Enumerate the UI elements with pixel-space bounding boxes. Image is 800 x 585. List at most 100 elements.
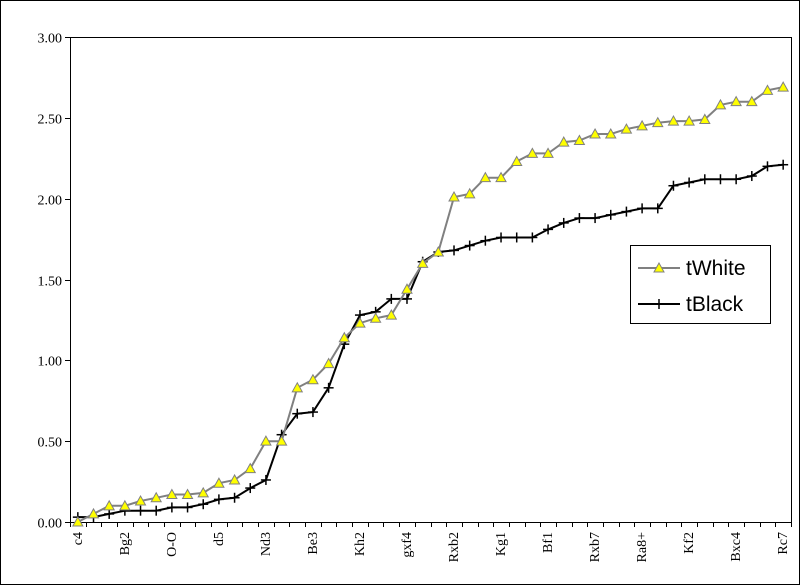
data-point — [745, 95, 758, 107]
data-point — [543, 224, 554, 235]
data-point — [654, 299, 664, 309]
data-point — [416, 257, 429, 268]
x-tick-label: Be3 — [306, 532, 321, 555]
data-point — [166, 488, 178, 500]
legend-label: tBlack — [686, 293, 744, 316]
x-tick-label: Nd3 — [259, 532, 274, 556]
data-point — [699, 174, 710, 185]
data-point — [103, 499, 116, 511]
data-point — [292, 408, 303, 419]
y-tick-label: 2.00 — [38, 194, 63, 209]
data-point — [322, 357, 335, 369]
data-point — [119, 499, 131, 511]
y-tick-label: 1.00 — [38, 355, 63, 370]
data-point — [213, 477, 225, 488]
x-tick-label: Ra8+ — [635, 532, 650, 563]
data-point — [542, 147, 554, 158]
series-tWhite — [71, 81, 790, 527]
data-point — [260, 474, 271, 485]
data-point — [636, 119, 648, 131]
data-point — [463, 187, 476, 199]
data-point — [511, 232, 522, 243]
data-point — [151, 505, 162, 516]
data-point — [307, 407, 318, 418]
data-point — [291, 381, 304, 393]
data-point — [197, 486, 210, 498]
data-point — [432, 245, 445, 257]
data-point — [323, 382, 334, 393]
data-point — [369, 312, 382, 323]
data-point — [104, 508, 115, 519]
data-point — [652, 203, 663, 214]
data-point — [244, 462, 257, 474]
data-point — [683, 115, 695, 126]
data-point — [401, 283, 413, 294]
data-point — [401, 293, 412, 304]
legend-box — [630, 245, 771, 324]
data-point — [761, 84, 774, 95]
data-point — [213, 494, 224, 505]
data-point — [762, 161, 773, 172]
y-tick-label: 0.00 — [38, 517, 63, 532]
data-point — [448, 191, 460, 202]
data-point — [135, 505, 146, 516]
data-point — [386, 293, 397, 304]
data-point — [150, 491, 163, 503]
data-point — [731, 174, 742, 185]
x-tick-label: Kf2 — [682, 532, 697, 554]
data-point — [275, 435, 288, 446]
data-point — [71, 515, 84, 527]
data-point — [198, 499, 209, 510]
y-tick-label: 2.50 — [38, 113, 63, 128]
data-point — [653, 261, 665, 273]
data-point — [715, 174, 726, 185]
x-tick-label: O-O — [165, 532, 180, 557]
data-point — [182, 502, 193, 513]
data-point — [480, 235, 491, 246]
data-point — [667, 115, 680, 126]
data-point — [87, 507, 100, 519]
legend-item-tWhite: tWhite — [638, 257, 746, 280]
legend-item-tBlack: tBlack — [638, 293, 744, 316]
data-point — [651, 116, 664, 128]
x-tick-label: Rxb7 — [588, 532, 603, 562]
data-point — [307, 373, 319, 385]
data-point — [558, 217, 569, 228]
data-point — [589, 127, 601, 139]
x-axis: c4 Bg2 O-O d5 Nd3 Be3 Kh2 gxf4 Rxb2 Kg1 Bf1 Rxb7 Ra8… — [70, 522, 792, 563]
x-tick-label: Kh2 — [353, 532, 368, 556]
data-point — [604, 127, 617, 139]
x-tick-label: d5 — [212, 532, 227, 546]
data-point — [479, 171, 492, 183]
data-point — [510, 155, 523, 166]
x-tick-label: c4 — [71, 532, 86, 545]
data-point — [134, 494, 147, 506]
data-point — [526, 147, 539, 158]
x-tick-label: Bf1 — [541, 532, 556, 553]
legend-label: tWhite — [686, 257, 746, 280]
y-axis: 0.00 0.50 1.00 1.50 2.00 2.50 3.00 — [38, 32, 70, 532]
data-point — [637, 203, 648, 214]
data-point — [449, 245, 460, 256]
series-layer — [71, 81, 790, 527]
data-point — [495, 171, 507, 183]
data-point — [590, 213, 601, 224]
x-tick-label: Bg2 — [118, 532, 133, 555]
data-point — [698, 113, 711, 124]
data-point — [730, 95, 742, 107]
data-point — [338, 331, 351, 343]
data-point — [260, 435, 272, 446]
data-point — [527, 232, 538, 243]
data-point — [354, 317, 366, 328]
data-point — [573, 134, 586, 145]
x-tick-label: Rc7 — [776, 532, 791, 555]
data-point — [229, 492, 240, 503]
series-line — [77, 86, 784, 523]
x-tick-label: gxf4 — [400, 532, 415, 558]
data-point — [496, 232, 507, 243]
y-tick-label: 0.50 — [38, 436, 63, 451]
data-point — [621, 206, 632, 217]
data-point — [778, 159, 789, 170]
data-point — [464, 240, 475, 251]
